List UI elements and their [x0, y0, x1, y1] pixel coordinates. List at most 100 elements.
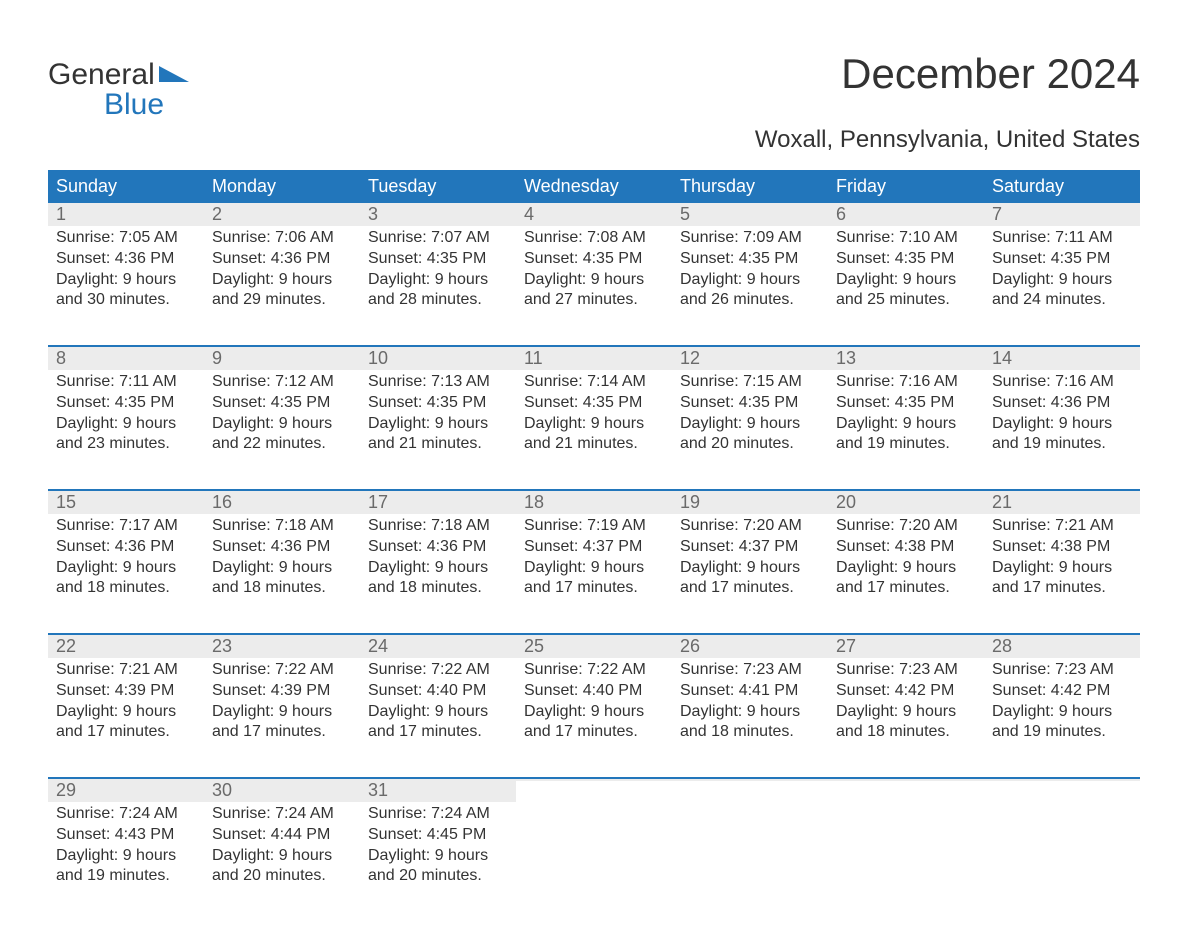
calendar-cell: 7Sunrise: 7:11 AMSunset: 4:35 PMDaylight…: [984, 203, 1140, 323]
sunset-text: Sunset: 4:35 PM: [368, 249, 508, 270]
cell-body: Sunrise: 7:15 AMSunset: 4:35 PMDaylight:…: [672, 370, 828, 459]
dl2-text: and 18 minutes.: [368, 578, 508, 599]
sunset-text: Sunset: 4:38 PM: [992, 537, 1132, 558]
day-number: 26: [672, 635, 828, 658]
dl1-text: Daylight: 9 hours: [524, 558, 664, 579]
dl2-text: and 29 minutes.: [212, 290, 352, 311]
day-number: 30: [204, 779, 360, 802]
dl1-text: Daylight: 9 hours: [368, 270, 508, 291]
sunrise-text: Sunrise: 7:10 AM: [836, 228, 976, 249]
day-number: 23: [204, 635, 360, 658]
sunrise-text: Sunrise: 7:11 AM: [56, 372, 196, 393]
day-number: 9: [204, 347, 360, 370]
calendar-cell: 12Sunrise: 7:15 AMSunset: 4:35 PMDayligh…: [672, 347, 828, 467]
sunset-text: Sunset: 4:36 PM: [56, 249, 196, 270]
calendar-cell: 3Sunrise: 7:07 AMSunset: 4:35 PMDaylight…: [360, 203, 516, 323]
dl2-text: and 17 minutes.: [368, 722, 508, 743]
cell-body: Sunrise: 7:16 AMSunset: 4:36 PMDaylight:…: [984, 370, 1140, 459]
week-row: 8Sunrise: 7:11 AMSunset: 4:35 PMDaylight…: [48, 345, 1140, 467]
day-number: 11: [516, 347, 672, 370]
calendar-cell: 29Sunrise: 7:24 AMSunset: 4:43 PMDayligh…: [48, 779, 204, 899]
calendar-cell: [516, 779, 672, 899]
sunrise-text: Sunrise: 7:08 AM: [524, 228, 664, 249]
calendar-cell: 5Sunrise: 7:09 AMSunset: 4:35 PMDaylight…: [672, 203, 828, 323]
dl1-text: Daylight: 9 hours: [992, 558, 1132, 579]
sunset-text: Sunset: 4:36 PM: [212, 249, 352, 270]
cell-body: Sunrise: 7:22 AMSunset: 4:40 PMDaylight:…: [516, 658, 672, 747]
day-number: 1: [48, 203, 204, 226]
day-number: 27: [828, 635, 984, 658]
calendar-cell: 26Sunrise: 7:23 AMSunset: 4:41 PMDayligh…: [672, 635, 828, 755]
dl2-text: and 17 minutes.: [836, 578, 976, 599]
week-row: 1Sunrise: 7:05 AMSunset: 4:36 PMDaylight…: [48, 203, 1140, 323]
day-number: 19: [672, 491, 828, 514]
sunset-text: Sunset: 4:36 PM: [212, 537, 352, 558]
sunrise-text: Sunrise: 7:22 AM: [212, 660, 352, 681]
dl2-text: and 23 minutes.: [56, 434, 196, 455]
dl1-text: Daylight: 9 hours: [56, 846, 196, 867]
day-number: 31: [360, 779, 516, 802]
cell-body: Sunrise: 7:19 AMSunset: 4:37 PMDaylight:…: [516, 514, 672, 603]
dl1-text: Daylight: 9 hours: [212, 270, 352, 291]
cell-body: Sunrise: 7:12 AMSunset: 4:35 PMDaylight:…: [204, 370, 360, 459]
cell-body: Sunrise: 7:20 AMSunset: 4:38 PMDaylight:…: [828, 514, 984, 603]
dl1-text: Daylight: 9 hours: [992, 702, 1132, 723]
sunset-text: Sunset: 4:35 PM: [680, 393, 820, 414]
calendar-cell: 9Sunrise: 7:12 AMSunset: 4:35 PMDaylight…: [204, 347, 360, 467]
calendar-cell: 14Sunrise: 7:16 AMSunset: 4:36 PMDayligh…: [984, 347, 1140, 467]
calendar-cell: 31Sunrise: 7:24 AMSunset: 4:45 PMDayligh…: [360, 779, 516, 899]
sunrise-text: Sunrise: 7:21 AM: [56, 660, 196, 681]
calendar-cell: 21Sunrise: 7:21 AMSunset: 4:38 PMDayligh…: [984, 491, 1140, 611]
cell-body: Sunrise: 7:05 AMSunset: 4:36 PMDaylight:…: [48, 226, 204, 315]
dl2-text: and 19 minutes.: [992, 722, 1132, 743]
week-row: 15Sunrise: 7:17 AMSunset: 4:36 PMDayligh…: [48, 489, 1140, 611]
sunrise-text: Sunrise: 7:20 AM: [680, 516, 820, 537]
dl2-text: and 30 minutes.: [56, 290, 196, 311]
cell-body: Sunrise: 7:13 AMSunset: 4:35 PMDaylight:…: [360, 370, 516, 459]
sunrise-text: Sunrise: 7:12 AM: [212, 372, 352, 393]
dl1-text: Daylight: 9 hours: [680, 702, 820, 723]
dl2-text: and 21 minutes.: [524, 434, 664, 455]
dl2-text: and 21 minutes.: [368, 434, 508, 455]
logo-text-2: Blue: [48, 90, 193, 120]
day-number: 5: [672, 203, 828, 226]
day-number: 2: [204, 203, 360, 226]
calendar-cell: 16Sunrise: 7:18 AMSunset: 4:36 PMDayligh…: [204, 491, 360, 611]
sunset-text: Sunset: 4:40 PM: [524, 681, 664, 702]
calendar-cell: 24Sunrise: 7:22 AMSunset: 4:40 PMDayligh…: [360, 635, 516, 755]
dl1-text: Daylight: 9 hours: [836, 702, 976, 723]
day-number: 4: [516, 203, 672, 226]
calendar-cell: 25Sunrise: 7:22 AMSunset: 4:40 PMDayligh…: [516, 635, 672, 755]
sunset-text: Sunset: 4:44 PM: [212, 825, 352, 846]
sunrise-text: Sunrise: 7:22 AM: [368, 660, 508, 681]
sunrise-text: Sunrise: 7:23 AM: [680, 660, 820, 681]
calendar-cell: 20Sunrise: 7:20 AMSunset: 4:38 PMDayligh…: [828, 491, 984, 611]
sunset-text: Sunset: 4:39 PM: [56, 681, 196, 702]
dl2-text: and 17 minutes.: [524, 722, 664, 743]
cell-body: Sunrise: 7:23 AMSunset: 4:42 PMDaylight:…: [984, 658, 1140, 747]
day-header: Monday: [204, 170, 360, 203]
dl2-text: and 17 minutes.: [524, 578, 664, 599]
dl1-text: Daylight: 9 hours: [836, 414, 976, 435]
dl2-text: and 27 minutes.: [524, 290, 664, 311]
day-header: Sunday: [48, 170, 204, 203]
sunset-text: Sunset: 4:40 PM: [368, 681, 508, 702]
dl2-text: and 18 minutes.: [680, 722, 820, 743]
day-number: 3: [360, 203, 516, 226]
sunset-text: Sunset: 4:43 PM: [56, 825, 196, 846]
dl1-text: Daylight: 9 hours: [212, 702, 352, 723]
page-title: December 2024: [841, 50, 1140, 98]
dl1-text: Daylight: 9 hours: [56, 414, 196, 435]
dl2-text: and 22 minutes.: [212, 434, 352, 455]
dl1-text: Daylight: 9 hours: [56, 702, 196, 723]
page-subtitle: Woxall, Pennsylvania, United States: [48, 126, 1140, 154]
dl1-text: Daylight: 9 hours: [992, 414, 1132, 435]
dl1-text: Daylight: 9 hours: [212, 558, 352, 579]
cell-body: Sunrise: 7:23 AMSunset: 4:42 PMDaylight:…: [828, 658, 984, 747]
sunrise-text: Sunrise: 7:11 AM: [992, 228, 1132, 249]
dl1-text: Daylight: 9 hours: [836, 558, 976, 579]
sunrise-text: Sunrise: 7:16 AM: [836, 372, 976, 393]
cell-body: Sunrise: 7:09 AMSunset: 4:35 PMDaylight:…: [672, 226, 828, 315]
week-row: 29Sunrise: 7:24 AMSunset: 4:43 PMDayligh…: [48, 777, 1140, 899]
calendar-cell: 27Sunrise: 7:23 AMSunset: 4:42 PMDayligh…: [828, 635, 984, 755]
